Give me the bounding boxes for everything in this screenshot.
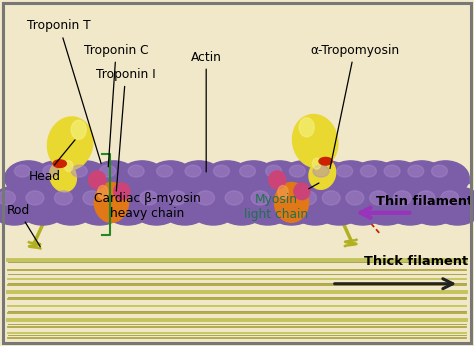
Ellipse shape — [361, 187, 412, 225]
Text: Thick filament: Thick filament — [364, 255, 468, 268]
Ellipse shape — [213, 165, 229, 177]
Ellipse shape — [337, 165, 353, 177]
Text: Myosin
light chain: Myosin light chain — [244, 183, 319, 221]
Ellipse shape — [89, 171, 106, 189]
Ellipse shape — [384, 187, 436, 225]
Ellipse shape — [216, 187, 267, 225]
Ellipse shape — [188, 187, 239, 225]
Ellipse shape — [303, 161, 351, 195]
Ellipse shape — [159, 187, 210, 225]
Text: Head: Head — [29, 140, 75, 183]
Ellipse shape — [265, 165, 282, 177]
Ellipse shape — [185, 165, 201, 177]
Ellipse shape — [197, 191, 215, 205]
Ellipse shape — [319, 157, 332, 165]
Ellipse shape — [274, 183, 309, 222]
Ellipse shape — [398, 161, 446, 195]
Ellipse shape — [278, 185, 288, 199]
Ellipse shape — [64, 161, 73, 172]
Ellipse shape — [299, 118, 314, 137]
Ellipse shape — [374, 161, 422, 195]
Ellipse shape — [384, 165, 400, 177]
Text: Troponin C: Troponin C — [84, 44, 148, 167]
Ellipse shape — [46, 187, 97, 225]
Text: Thin filament: Thin filament — [376, 195, 473, 208]
Ellipse shape — [322, 191, 340, 205]
Ellipse shape — [431, 165, 447, 177]
Ellipse shape — [156, 165, 173, 177]
Ellipse shape — [17, 187, 68, 225]
Ellipse shape — [131, 187, 182, 225]
Ellipse shape — [0, 187, 40, 225]
Ellipse shape — [239, 165, 255, 177]
Text: Troponin T: Troponin T — [27, 19, 101, 163]
Ellipse shape — [90, 161, 137, 195]
Ellipse shape — [71, 120, 86, 139]
Ellipse shape — [408, 187, 459, 225]
Ellipse shape — [327, 161, 374, 195]
Ellipse shape — [33, 161, 81, 195]
Ellipse shape — [102, 187, 154, 225]
Ellipse shape — [74, 187, 125, 225]
Ellipse shape — [299, 191, 317, 205]
Ellipse shape — [47, 117, 93, 170]
Text: Cardiac β-myosin
heavy chain: Cardiac β-myosin heavy chain — [93, 192, 201, 220]
Ellipse shape — [168, 191, 186, 205]
Ellipse shape — [251, 191, 269, 205]
Ellipse shape — [266, 187, 317, 225]
Ellipse shape — [225, 191, 243, 205]
Text: Actin: Actin — [191, 51, 222, 172]
Ellipse shape — [337, 187, 388, 225]
Ellipse shape — [62, 161, 109, 195]
Ellipse shape — [94, 183, 128, 222]
Ellipse shape — [441, 191, 459, 205]
Ellipse shape — [313, 187, 365, 225]
Ellipse shape — [14, 165, 30, 177]
Ellipse shape — [204, 161, 251, 195]
Ellipse shape — [289, 165, 305, 177]
Ellipse shape — [175, 161, 223, 195]
Ellipse shape — [312, 158, 321, 169]
Ellipse shape — [50, 161, 76, 192]
Ellipse shape — [309, 159, 336, 189]
Ellipse shape — [147, 161, 194, 195]
Ellipse shape — [351, 161, 398, 195]
Ellipse shape — [114, 183, 130, 200]
Ellipse shape — [55, 191, 73, 205]
Ellipse shape — [294, 183, 310, 200]
Ellipse shape — [346, 191, 364, 205]
Ellipse shape — [71, 165, 87, 177]
Ellipse shape — [111, 191, 129, 205]
Ellipse shape — [118, 161, 166, 195]
Ellipse shape — [408, 165, 424, 177]
Ellipse shape — [292, 115, 338, 168]
Ellipse shape — [83, 191, 101, 205]
Text: Rod: Rod — [6, 204, 40, 247]
Ellipse shape — [242, 187, 293, 225]
Ellipse shape — [280, 161, 327, 195]
Ellipse shape — [5, 161, 52, 195]
Ellipse shape — [269, 171, 286, 189]
Ellipse shape — [422, 161, 469, 195]
Ellipse shape — [0, 191, 16, 205]
Ellipse shape — [370, 191, 388, 205]
Text: α-Tropomyosin: α-Tropomyosin — [310, 44, 399, 169]
Ellipse shape — [128, 165, 144, 177]
Ellipse shape — [290, 187, 341, 225]
Ellipse shape — [432, 187, 474, 225]
Text: Troponin I: Troponin I — [96, 68, 155, 191]
Ellipse shape — [417, 191, 435, 205]
Ellipse shape — [140, 191, 158, 205]
Ellipse shape — [313, 165, 329, 177]
Ellipse shape — [53, 160, 66, 167]
Ellipse shape — [26, 191, 44, 205]
Ellipse shape — [275, 191, 293, 205]
Ellipse shape — [98, 185, 108, 199]
Ellipse shape — [256, 161, 303, 195]
Ellipse shape — [360, 165, 376, 177]
Ellipse shape — [43, 165, 59, 177]
Ellipse shape — [393, 191, 411, 205]
Ellipse shape — [100, 165, 116, 177]
Ellipse shape — [230, 161, 277, 195]
